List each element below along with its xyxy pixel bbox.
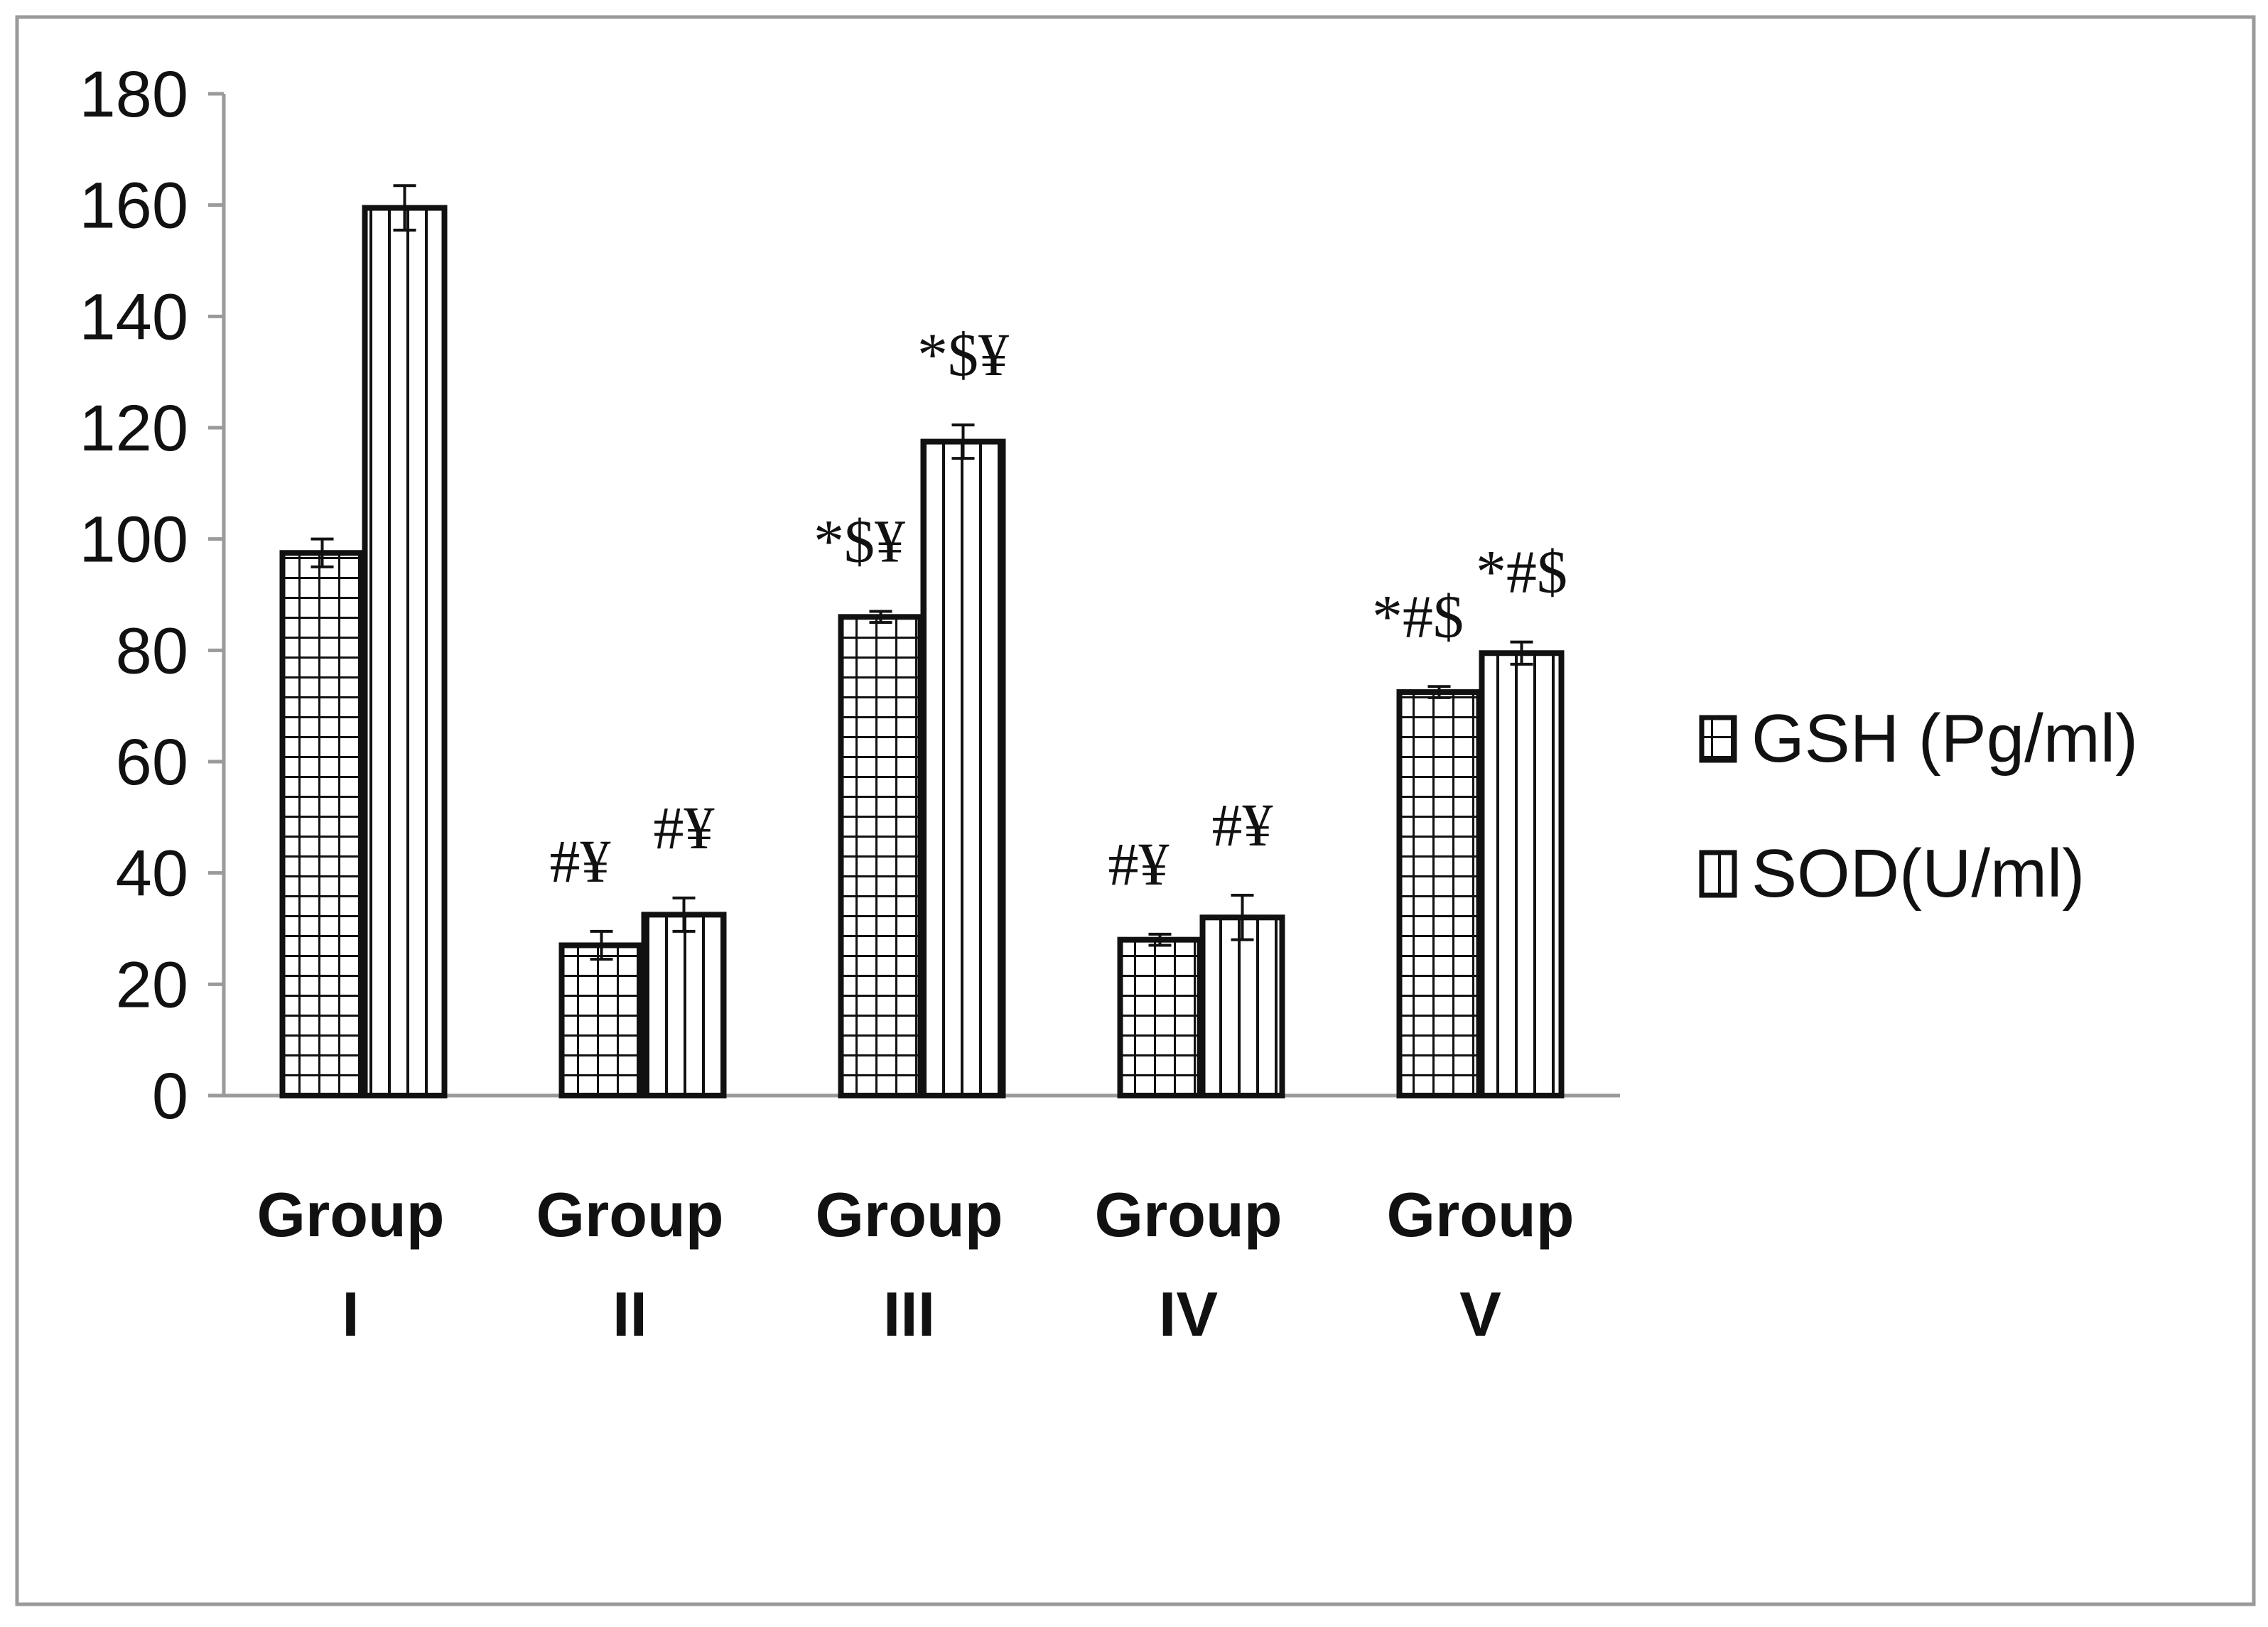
x-tick-labels: Group I Group II Group III Group IV Group V [257,1179,1575,1349]
legend-swatch-sod [1699,850,1737,898]
error-bar [672,896,696,933]
error-bar [590,929,613,961]
x-tick-label: I [342,1279,359,1349]
bar-gsh-3 [838,614,924,1098]
y-tick-label: 180 [80,58,189,131]
bars [279,184,1565,1099]
error-bar [869,610,892,625]
error-bar [1148,932,1172,947]
significance-label: *$¥ [814,507,905,575]
y-tick-label: 20 [116,948,188,1021]
significance-label: #¥ [1212,791,1273,859]
y-tick-label: 160 [80,170,189,242]
bar-gsh-2 [558,942,644,1098]
y-tick-label: 140 [80,281,189,353]
x-tick-label: Group [536,1179,724,1250]
bar-sod-3 [920,438,1006,1098]
bar-gsh-1 [279,550,365,1098]
bar-sod-1 [362,205,448,1098]
x-tick-label: Group [1095,1179,1282,1250]
bar-gsh-5 [1396,689,1482,1098]
significance-label: #¥ [1108,830,1170,898]
legend-label-sod: SOD(U/ml) [1751,836,2085,912]
y-tick-label: 100 [80,504,189,576]
axes: 0 20 40 60 80 100 120 140 160 180 [80,58,1620,1133]
x-tick-label: Group [1387,1179,1575,1250]
significance-label: *#$ [1476,538,1567,606]
outer-border [15,15,2256,1606]
significance-label: #¥ [550,827,611,895]
x-tick-label: IV [1159,1279,1218,1349]
x-tick-label: III [883,1279,935,1349]
error-bar [310,537,334,568]
bar-sod-2 [641,912,727,1098]
y-tick-label: 80 [116,615,188,687]
x-tick-label: V [1459,1279,1501,1349]
significance-label: #¥ [654,794,715,862]
y-tick-label: 60 [116,726,188,799]
y-tick-label: 0 [152,1060,188,1133]
legend-label-gsh: GSH (Pg/ml) [1751,701,2138,777]
significance-label: *#$ [1372,582,1464,650]
x-tick-label: Group [257,1179,445,1250]
x-tick-label: Group [816,1179,1003,1250]
significance-label: *$¥ [917,320,1009,389]
error-bar [1510,640,1533,666]
error-bar [951,423,975,460]
bar-sod-5 [1479,650,1565,1098]
annotations: #¥ #¥ *$¥ *$¥ #¥ #¥ *#$*#$ [550,320,1568,898]
error-bar [1231,894,1254,941]
x-tick-label: II [612,1279,647,1349]
y-tick-label: 40 [116,838,188,910]
bar-gsh-4 [1117,936,1203,1098]
legend: GSH (Pg/ml) SOD(U/ml) [1699,701,2138,912]
bar-sod-4 [1199,914,1285,1099]
legend-swatch-gsh [1699,715,1737,763]
error-bar [393,184,416,232]
y-tick-label: 120 [80,392,189,465]
error-bar [1427,685,1451,699]
